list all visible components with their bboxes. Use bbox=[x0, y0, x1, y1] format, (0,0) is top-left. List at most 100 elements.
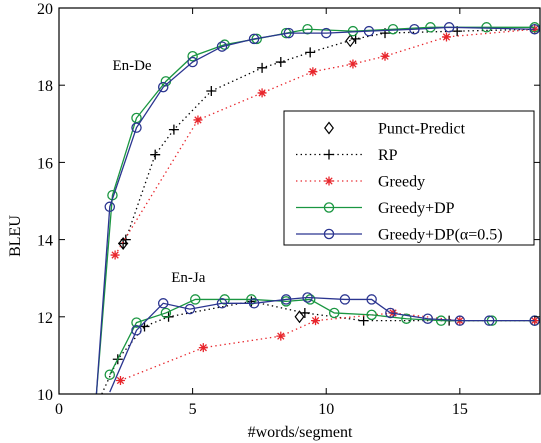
annotation-label: En-Ja bbox=[171, 270, 205, 286]
data-point bbox=[131, 325, 142, 336]
series-line bbox=[122, 28, 535, 244]
series-line bbox=[101, 300, 535, 394]
y-tick-label: 16 bbox=[37, 155, 53, 172]
data-point bbox=[257, 88, 267, 98]
data-point bbox=[206, 85, 217, 96]
data-point bbox=[104, 369, 116, 380]
x-axis-label: #words/segment bbox=[248, 424, 353, 441]
legend-entry: Greedy+DP(α=0.5) bbox=[296, 227, 503, 244]
data-point bbox=[193, 115, 203, 125]
data-point bbox=[283, 27, 295, 39]
legend-marker bbox=[323, 202, 335, 213]
data-point bbox=[157, 298, 169, 309]
legend-label: Greedy+DP bbox=[378, 200, 455, 217]
data-point bbox=[385, 307, 396, 319]
legend-entry: Punct-Predict bbox=[324, 121, 466, 138]
data-point bbox=[160, 307, 172, 319]
series-4 bbox=[95, 22, 540, 394]
data-point bbox=[187, 56, 198, 68]
data-point bbox=[308, 67, 318, 77]
data-point bbox=[363, 25, 375, 37]
data-point bbox=[422, 313, 434, 324]
data-point bbox=[366, 309, 377, 321]
data-point bbox=[275, 57, 286, 68]
y-tick-label: 10 bbox=[37, 387, 53, 404]
data-point bbox=[320, 27, 332, 39]
legend-label: Greedy+DP(α=0.5) bbox=[378, 227, 503, 244]
data-point bbox=[115, 375, 125, 385]
data-point bbox=[246, 296, 257, 307]
y-tick-label: 18 bbox=[37, 78, 53, 95]
data-point bbox=[276, 331, 286, 341]
y-tick-label: 20 bbox=[37, 1, 53, 18]
data-point bbox=[299, 307, 310, 318]
data-point bbox=[157, 81, 169, 93]
data-point bbox=[328, 307, 340, 319]
data-point bbox=[530, 24, 540, 34]
data-point bbox=[248, 33, 260, 45]
data-point bbox=[425, 22, 436, 33]
series-line bbox=[109, 296, 535, 393]
data-point bbox=[302, 292, 313, 303]
data-point bbox=[339, 294, 351, 305]
data-point bbox=[529, 315, 540, 326]
data-point bbox=[366, 294, 377, 305]
data-point bbox=[150, 149, 161, 160]
data-point bbox=[387, 23, 399, 35]
data-point bbox=[190, 294, 201, 305]
plot-frame bbox=[58, 7, 541, 395]
y-axis-label: BLEU bbox=[7, 215, 24, 257]
legend-label: RP bbox=[378, 147, 398, 164]
legend-marker bbox=[324, 121, 334, 135]
series-line bbox=[114, 28, 535, 256]
data-point bbox=[104, 201, 116, 213]
data-point bbox=[454, 315, 466, 326]
data-point bbox=[304, 294, 316, 305]
data-point bbox=[187, 51, 198, 62]
data-point bbox=[305, 47, 316, 58]
legend-entry: Greedy bbox=[296, 174, 425, 191]
data-point bbox=[184, 303, 196, 315]
y-tick-label: 14 bbox=[37, 233, 53, 250]
series-line bbox=[109, 298, 535, 375]
data-point bbox=[302, 23, 313, 35]
data-point bbox=[110, 250, 120, 260]
data-point bbox=[257, 62, 268, 73]
data-point bbox=[481, 22, 492, 33]
data-point bbox=[401, 313, 412, 324]
legend-label: Greedy bbox=[378, 174, 425, 191]
legend-marker bbox=[324, 149, 334, 160]
legend-entry: Greedy+DP bbox=[296, 200, 455, 217]
x-tick-label: 15 bbox=[452, 401, 468, 418]
legend-marker bbox=[323, 228, 335, 240]
data-point bbox=[529, 23, 540, 35]
data-point bbox=[198, 343, 208, 353]
data-point bbox=[435, 315, 447, 326]
data-point bbox=[441, 32, 451, 42]
data-point bbox=[358, 315, 369, 326]
data-point bbox=[168, 124, 179, 135]
axes: 0 5 10 15 10 12 14 16 18 20 bbox=[37, 1, 541, 418]
data-point bbox=[409, 23, 420, 35]
data-point bbox=[216, 298, 228, 309]
data-point bbox=[443, 22, 455, 33]
data-point bbox=[294, 310, 305, 324]
plot-area: En-De En-Ja bbox=[95, 22, 540, 394]
data-point bbox=[120, 234, 131, 245]
data-point bbox=[483, 315, 495, 326]
data-point bbox=[311, 316, 321, 326]
data-point bbox=[280, 294, 292, 305]
data-point bbox=[348, 59, 358, 69]
x-tick-label: 10 bbox=[318, 401, 334, 418]
legend: Punct-Predict RP Greedy Greedy+DP Greedy+DP(… bbox=[283, 110, 535, 246]
legend-entry: RP bbox=[296, 147, 398, 164]
data-point bbox=[530, 316, 540, 326]
data-point bbox=[131, 317, 142, 328]
series-line bbox=[120, 312, 535, 382]
data-point bbox=[380, 51, 390, 61]
data-point bbox=[131, 122, 142, 133]
legend-marker bbox=[324, 176, 334, 186]
data-point bbox=[248, 298, 260, 309]
y-tick-label: 12 bbox=[37, 310, 53, 327]
